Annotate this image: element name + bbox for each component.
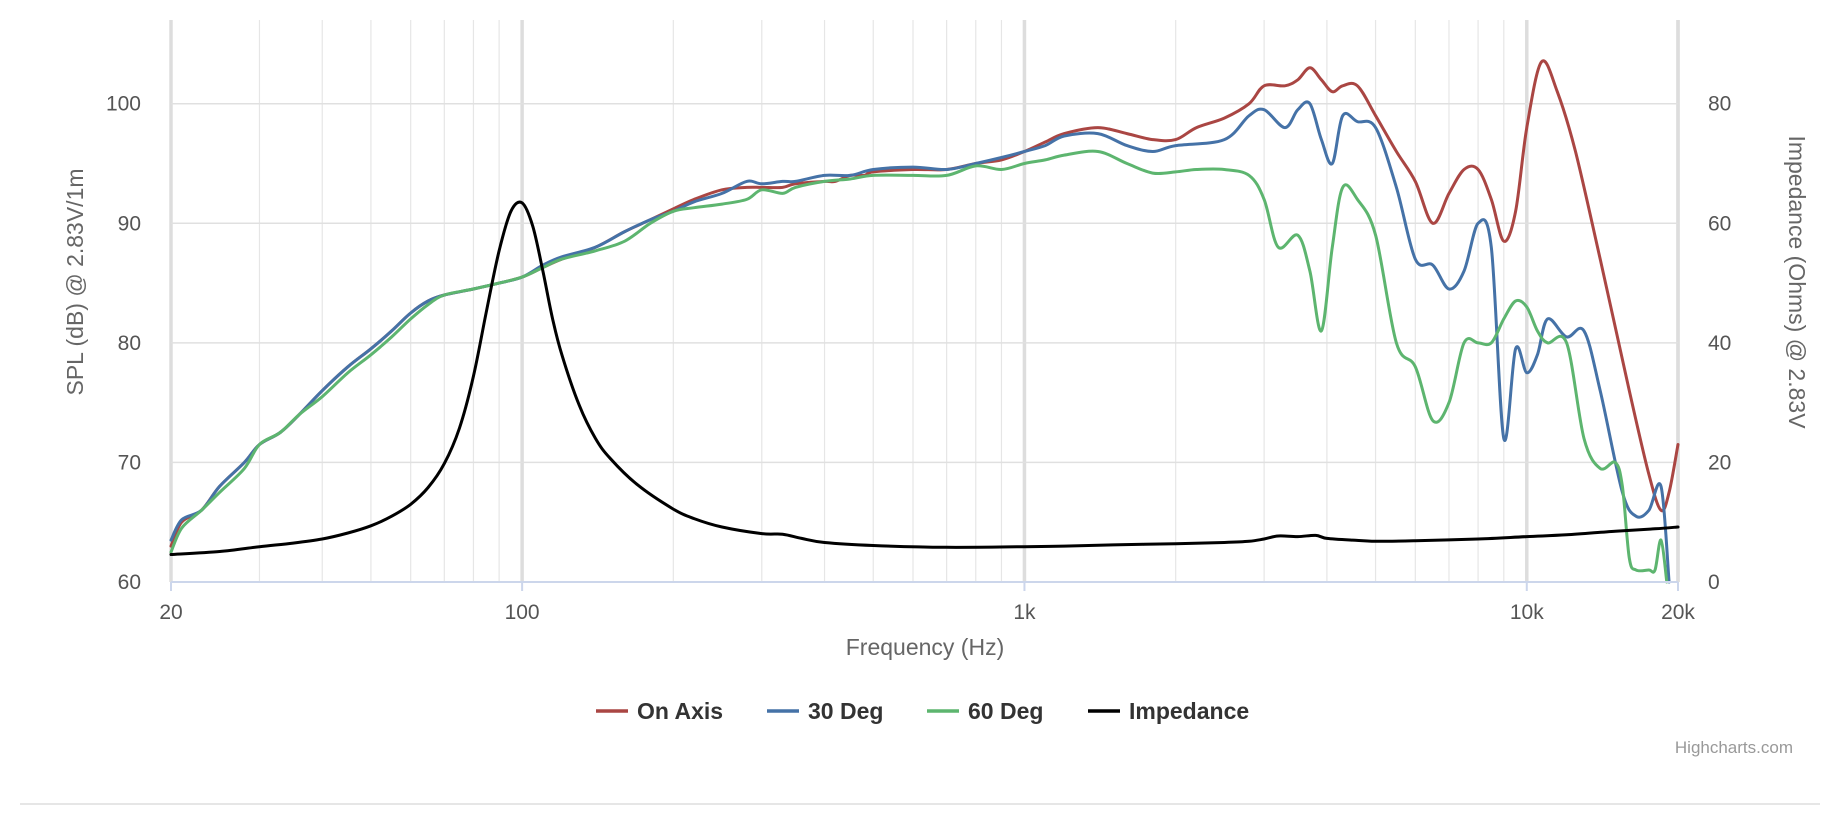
y2-tick-label: 20 [1708, 451, 1731, 474]
x-tick-label: 20k [1661, 601, 1695, 624]
legend-item-60-deg[interactable]: 60 Deg [927, 698, 1043, 724]
x-tick-label: 20 [159, 601, 182, 624]
legend-item-impedance[interactable]: Impedance [1088, 698, 1249, 724]
plot-series [169, 59, 1680, 584]
legend-label: Impedance [1129, 698, 1249, 724]
legend-item-30-deg[interactable]: 30 Deg [767, 698, 883, 724]
legend: On Axis 30 Deg 60 Deg Impedance [596, 698, 1249, 724]
y2-tick-label: 80 [1708, 93, 1731, 116]
y-axis-title: SPL (dB) @ 2.83V/1m [62, 168, 88, 395]
legend-label: On Axis [637, 698, 723, 724]
x-tick-label: 10k [1510, 601, 1544, 624]
grid [169, 20, 1680, 582]
x-axis-title: Frequency (Hz) [846, 634, 1004, 660]
y-tick-label: 80 [118, 332, 141, 355]
x-tick-label: 1k [1013, 601, 1036, 624]
y2-tick-label: 40 [1708, 332, 1731, 355]
series-line-60-deg [169, 149, 1669, 584]
y-tick-label: 60 [118, 571, 141, 594]
credits-link[interactable]: Highcharts.com [1675, 738, 1793, 757]
legend-item-on-axis[interactable]: On Axis [596, 698, 723, 724]
legend-label: 30 Deg [808, 698, 883, 724]
series-line-impedance [169, 200, 1680, 556]
y2-tick-label: 60 [1708, 212, 1731, 235]
y2-axis-title: Impedance (Ohms) @ 2.83V [1784, 135, 1810, 429]
series-line-on-axis [169, 59, 1680, 548]
y-tick-label: 100 [106, 93, 141, 116]
y-tick-label: 90 [118, 212, 141, 235]
axes: 20 100 1k 10k 20k 60 70 80 90 100 0 20 40 60 80 [106, 93, 1731, 624]
y2-tick-label: 0 [1708, 571, 1720, 594]
legend-label: 60 Deg [968, 698, 1043, 724]
y-tick-label: 70 [118, 451, 141, 474]
series-line-30-deg [169, 100, 1671, 584]
x-tick-label: 100 [505, 601, 540, 624]
